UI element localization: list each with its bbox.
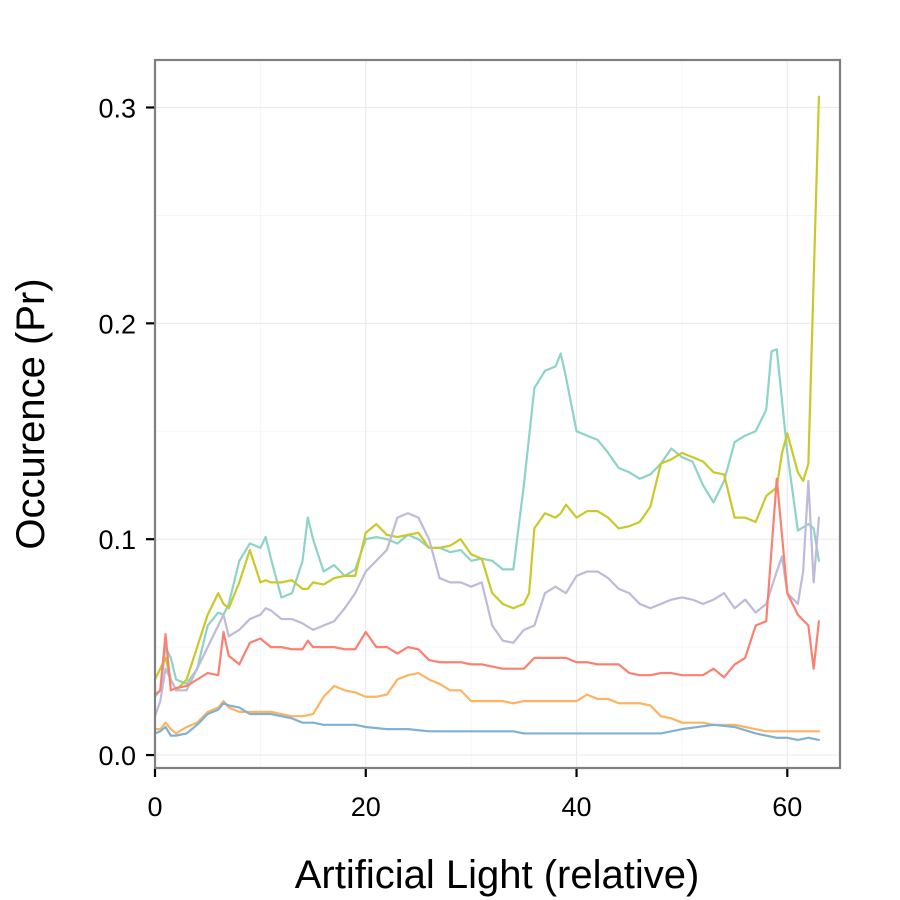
y-axis: 0.0 0.1 0.2 0.3	[98, 93, 154, 771]
series-line-3	[153, 479, 821, 718]
x-tick-label: 40	[562, 792, 592, 822]
series-line-6	[153, 702, 821, 742]
x-axis-title: Artificial Light (relative)	[295, 853, 700, 897]
y-axis-title: Occurence (Pr)	[9, 278, 53, 549]
y-tick-label: 0.3	[98, 93, 136, 123]
y-tick-label: 0.1	[98, 525, 136, 555]
grid-minor	[155, 60, 840, 768]
y-tick-label: 0.0	[98, 741, 136, 771]
plot-border	[153, 58, 842, 770]
series-line-2	[153, 95, 821, 692]
x-tick-label: 0	[147, 792, 162, 822]
x-tick-label: 60	[772, 792, 802, 822]
y-tick-label: 0.2	[98, 309, 136, 339]
series-layer	[153, 95, 821, 742]
x-axis: 0 20 40 60	[147, 769, 802, 822]
series-line-4	[153, 477, 821, 696]
series-line-5	[153, 671, 821, 735]
series-line-1	[153, 348, 821, 698]
x-tick-label: 20	[351, 792, 381, 822]
plot-background	[155, 60, 840, 768]
